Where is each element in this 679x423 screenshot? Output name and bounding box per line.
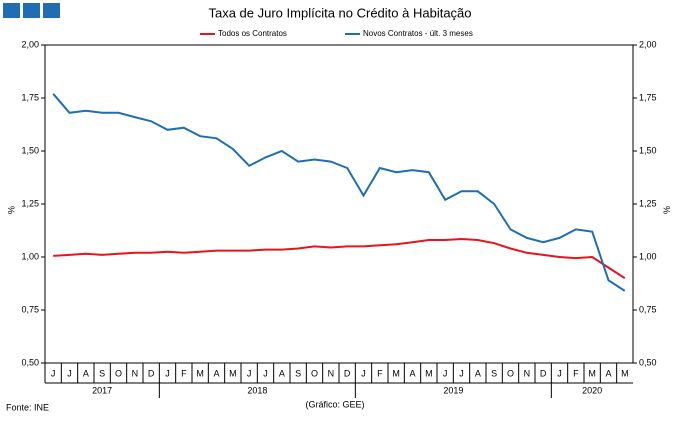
y2-tick-label: 2,00 [639,39,657,49]
x-tick-label: O [507,368,514,378]
y-tick-label: 1,75 [21,92,39,102]
x-tick-label: J [443,368,448,378]
x-tick-label: A [475,368,481,378]
x-tick-label: D [540,368,547,378]
x-tick-label: J [247,368,252,378]
x-tick-label: M [588,368,596,378]
logo-square [43,3,60,18]
x-tick-label: J [557,368,562,378]
x-tick-label: F [181,368,187,378]
y-tick-label: 1,50 [21,145,39,155]
y-tick-label: 0,75 [21,304,39,314]
logo-square [3,3,20,18]
y2-tick-label: 0,75 [639,304,657,314]
legend-label: Todos os Contratos [218,29,287,38]
logo-square [23,3,40,18]
x-tick-label: D [344,368,351,378]
source: Fonte: INE [6,402,49,412]
y2-axis-label: % [662,206,672,214]
x-tick-label: A [83,368,89,378]
x-tick-label: M [229,368,237,378]
x-tick-label: F [377,368,383,378]
x-tick-label: N [328,368,335,378]
year-label: 2020 [582,385,602,395]
year-label: 2018 [247,385,267,395]
x-tick-label: A [409,368,415,378]
data-line [52,93,626,292]
x-tick-label: J [165,368,170,378]
x-tick-label: S [295,368,301,378]
x-tick-label: J [459,368,464,378]
x-tick-label: N [132,368,139,378]
x-tick-label: M [621,368,629,378]
x-tick-label: A [605,368,611,378]
x-tick-label: A [213,368,219,378]
x-tick-label: A [279,368,285,378]
y-axis-label: % [6,206,16,214]
y-tick-label: 1,00 [21,251,39,261]
year-label: 2019 [443,385,463,395]
y2-tick-label: 1,75 [639,92,657,102]
y2-tick-label: 0,50 [639,357,657,367]
y-tick-label: 1,25 [21,198,39,208]
chart-title: Taxa de Juro Implícita no Crédito à Habi… [208,5,471,20]
y-tick-label: 2,00 [21,39,39,49]
credit: (Gráfico: GEE) [305,399,364,409]
x-tick-label: N [524,368,531,378]
y-tick-label: 0,50 [21,357,39,367]
x-tick-label: J [67,368,72,378]
data-line [53,237,626,280]
x-tick-label: M [425,368,433,378]
x-tick-label: M [196,368,204,378]
x-tick-label: D [148,368,155,378]
x-tick-label: S [491,368,497,378]
y2-tick-label: 1,00 [639,251,657,261]
x-tick-label: O [115,368,122,378]
x-tick-label: O [311,368,318,378]
x-tick-label: J [51,368,56,378]
legend-label: Novos Contratos - últ. 3 meses [363,29,473,38]
x-tick-label: J [361,368,366,378]
y2-tick-label: 1,25 [639,198,657,208]
y2-tick-label: 1,50 [639,145,657,155]
x-tick-label: S [99,368,105,378]
x-tick-label: M [392,368,400,378]
plot-frame [44,44,634,364]
x-tick-label: J [263,368,268,378]
year-label: 2017 [92,385,112,395]
x-tick-label: F [573,368,579,378]
